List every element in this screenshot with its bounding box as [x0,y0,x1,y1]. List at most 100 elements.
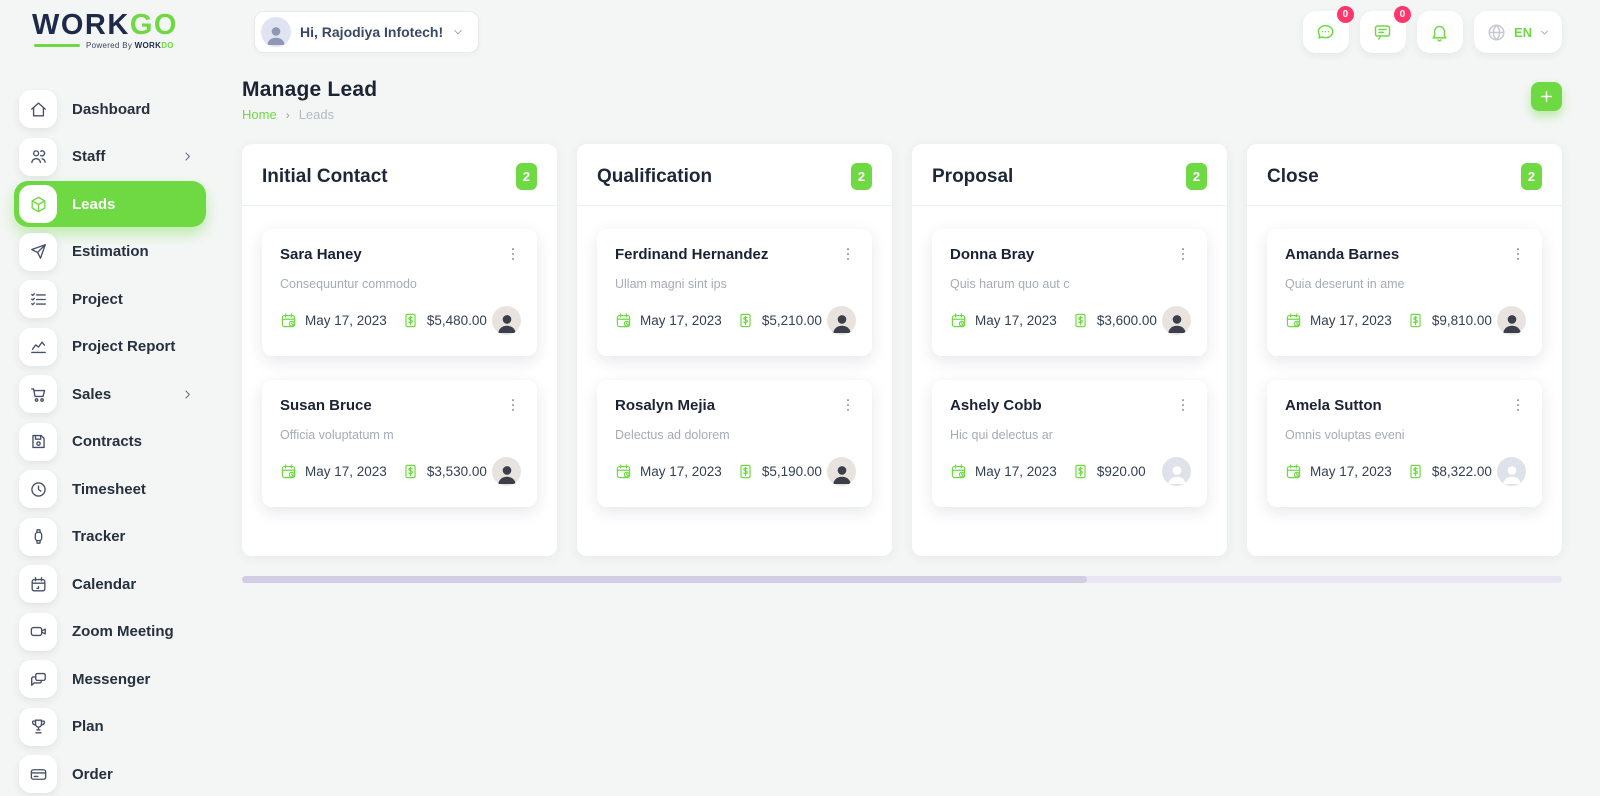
lead-amount: $3,600.00 [1096,313,1157,328]
lead-meta: May 17, 2023 $3,530.00 [280,457,521,486]
calendar-icon [950,463,967,480]
sidebar-item-staff[interactable]: Staff [14,134,206,180]
lead-card[interactable]: Ashely Cobb Hic qui delectus ar May 17, 20… [932,380,1207,507]
kanban-column-qualification: Qualification 2 Ferdinand Hernandez Ullam m… [577,144,892,556]
bell-icon [1429,22,1450,43]
breadcrumb-separator-icon: › [285,107,290,122]
calendar-icon [19,565,57,603]
sidebar-item-label: Project Report [72,338,176,355]
message-button[interactable]: 0 [1359,6,1411,53]
sidebar-item-calendar[interactable]: Calendar [14,561,206,607]
clock-icon [19,470,57,508]
sidebar-item-zoom-meeting[interactable]: Zoom Meeting [14,609,206,655]
lead-avatar [492,457,521,486]
lead-description: Quia deserunt in ame [1285,277,1405,291]
sidebar-item-label: Contracts [72,433,143,450]
home-icon [19,90,57,128]
chat-icon [1315,22,1336,43]
kanban-column-proposal: Proposal 2 Donna Bray Quis harum quo aut c M… [912,144,1227,556]
calendar-icon [615,312,632,329]
column-body: Amanda Barnes Quia deserunt in ame May 17,… [1247,206,1562,507]
lead-amount: $920.00 [1096,464,1146,479]
column-header: Proposal 2 [912,144,1227,206]
sidebar-item-dashboard[interactable]: Dashboard [14,86,206,132]
breadcrumb-home-link[interactable]: Home [242,107,277,122]
sidebar-menu: Dashboard Staff Leads Estimation Project Proj… [0,86,220,796]
money-icon [402,312,419,329]
chevron-right-icon [181,388,194,401]
lead-card[interactable]: Amela Sutton Omnis voluptas eveni May 17, … [1267,380,1542,507]
sidebar-item-timesheet[interactable]: Timesheet [14,466,206,512]
notifications-button[interactable] [1416,11,1463,53]
lead-name: Ferdinand Hernandez [615,246,769,263]
sidebar-item-label: Plan [72,718,104,735]
lead-name: Donna Bray [950,246,1035,263]
card-menu-button[interactable] [505,397,521,413]
card-menu-button[interactable] [1510,246,1526,262]
card-menu-button[interactable] [1175,246,1191,262]
sidebar-item-label: Dashboard [72,100,151,118]
lead-date: May 17, 2023 [305,464,387,479]
sidebar-item-sales[interactable]: Sales [14,371,206,417]
sidebar-item-project-report[interactable]: Project Report [14,324,206,370]
sidebar-item-leads[interactable]: Leads [14,181,206,227]
lead-date: May 17, 2023 [305,313,387,328]
save-icon [19,422,57,461]
sidebar-item-messenger[interactable]: Messenger [14,656,206,702]
money-icon [402,463,419,480]
lead-avatar [1162,457,1191,486]
lead-description: Ullam magni sint ips [615,277,727,291]
horizontal-scrollbar-thumb[interactable] [242,576,1087,583]
calendar-icon [1285,463,1302,480]
money-icon [1407,312,1424,329]
language-selector[interactable]: EN [1473,11,1562,53]
user-menu[interactable]: Hi, Rajodiya Infotech! [254,11,480,53]
lead-name: Amanda Barnes [1285,246,1400,263]
lead-meta: May 17, 2023 $5,190.00 [615,457,856,486]
chevron-right-icon [181,150,194,163]
sidebar-item-plan[interactable]: Plan [14,704,206,750]
plus-icon [1539,89,1554,104]
card-menu-button[interactable] [840,397,856,413]
sidebar-item-project[interactable]: Project [14,276,206,322]
sidebar-item-contracts[interactable]: Contracts [14,419,206,465]
column-title: Initial Contact [262,165,388,187]
language-label: EN [1513,24,1532,40]
kebab-icon [1510,246,1526,262]
order-icon [19,755,57,793]
lead-card[interactable]: Susan Bruce Officia voluptatum m May 17, 2… [262,380,537,507]
lead-card[interactable]: Ferdinand Hernandez Ullam magni sint ips M… [597,229,872,356]
card-menu-button[interactable] [505,246,521,262]
card-menu-button[interactable] [1510,397,1526,413]
lead-card[interactable]: Rosalyn Mejia Delectus ad dolorem May 17, … [597,380,872,507]
sidebar-item-order[interactable]: Order [14,751,206,796]
lead-card[interactable]: Donna Bray Quis harum quo aut c May 17, 20… [932,229,1207,356]
lead-date: May 17, 2023 [975,464,1057,479]
lead-avatar [827,306,856,335]
lead-card[interactable]: Sara Haney Consequuntur commodo May 17, 20… [262,229,537,356]
globe-icon [1486,22,1507,43]
lead-card[interactable]: Amanda Barnes Quia deserunt in ame May 17,… [1267,229,1542,356]
add-lead-button[interactable] [1531,82,1562,111]
staff-icon [19,137,57,176]
card-menu-button[interactable] [1175,397,1191,413]
money-icon [737,463,754,480]
logo-wordmark: WORKGO [32,9,178,41]
column-title: Close [1267,165,1319,187]
trophy-icon [19,707,57,746]
sidebar-item-label: Sales [72,385,112,403]
lead-avatar [1497,457,1526,486]
sidebar-item-estimation[interactable]: Estimation [14,229,206,275]
chat-badge: 0 [1336,6,1354,23]
app-logo[interactable]: WORKGO Powered By WORKDO [0,10,220,62]
chat-button[interactable]: 0 [1302,6,1354,53]
sidebar-item-label: Zoom Meeting [72,623,174,640]
list-icon [19,280,57,318]
lead-avatar [827,457,856,486]
lead-name: Sara Haney [280,246,362,263]
lead-description: Hic qui delectus ar [950,428,1053,442]
card-menu-button[interactable] [840,246,856,262]
sidebar-item-tracker[interactable]: Tracker [14,514,206,560]
money-icon [1072,312,1089,329]
lead-avatar [1497,306,1526,335]
